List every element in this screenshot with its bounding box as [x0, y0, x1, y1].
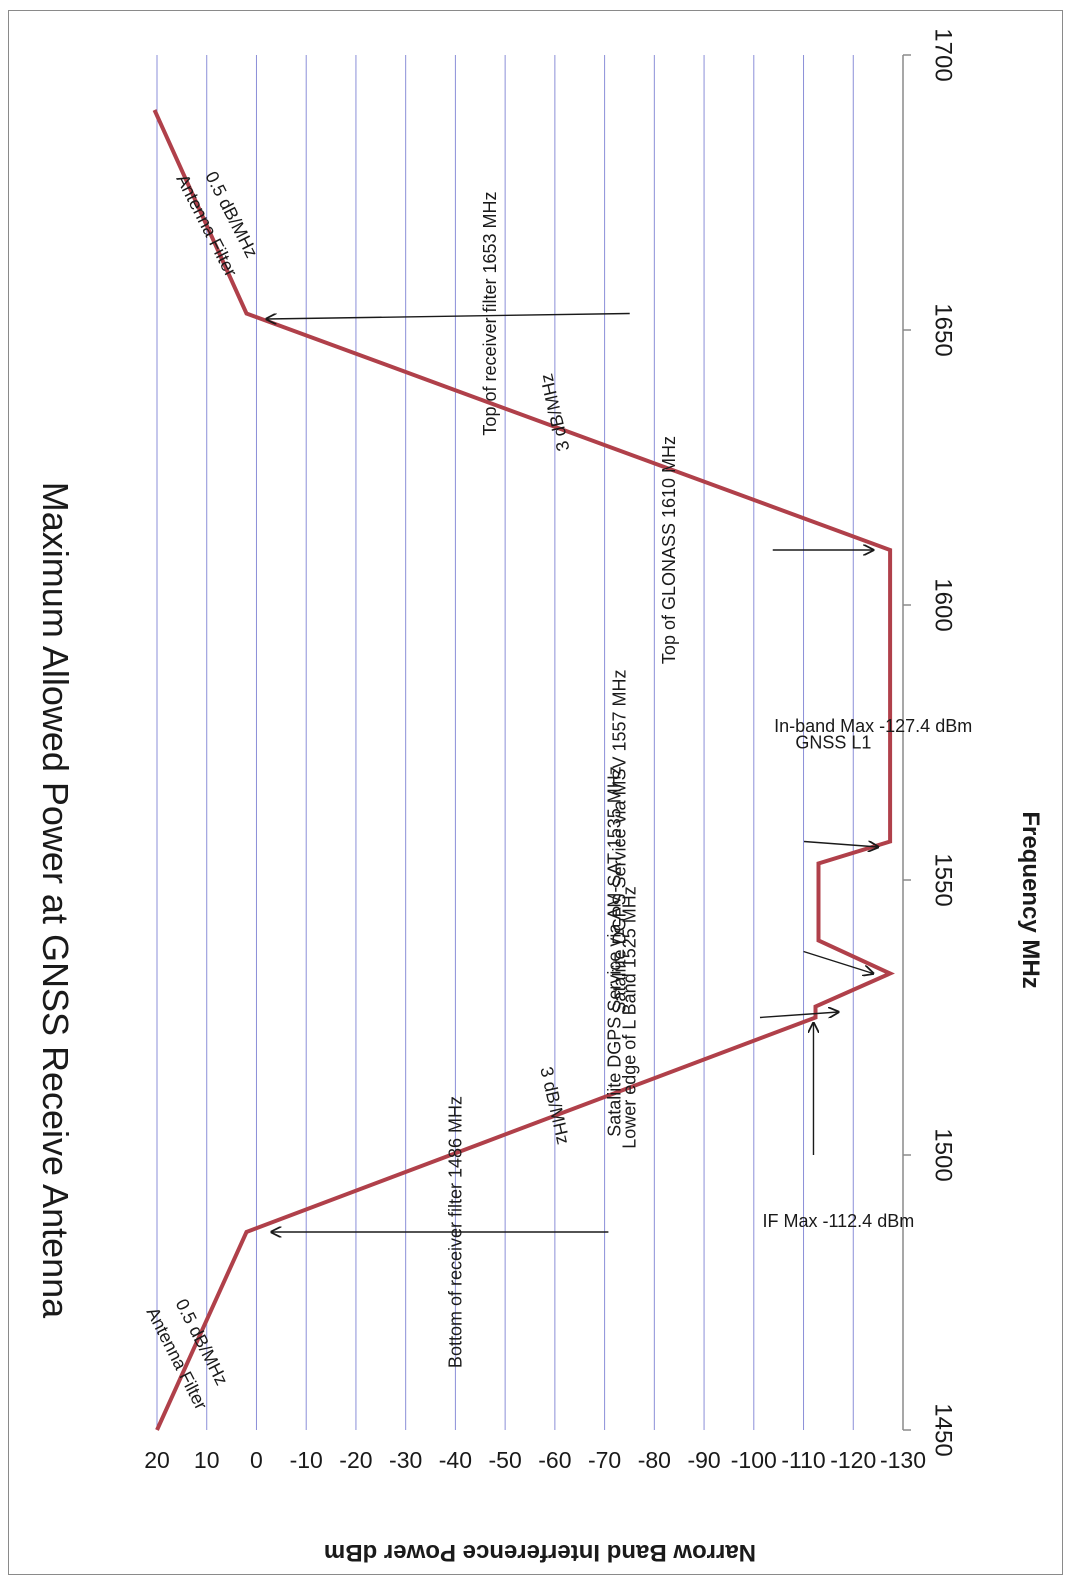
annotation-label: Lower edge of L Band 1525 MHz — [619, 886, 639, 1149]
x-axis — [902, 54, 911, 1431]
y-tick-label: -20 — [339, 1447, 372, 1473]
x-tick-label: 1700 — [930, 28, 957, 81]
annotation-arrow — [803, 842, 878, 848]
y-tick-label: -120 — [830, 1447, 876, 1473]
y-axis-title: Narrow Band Interference Power dBm — [324, 1539, 756, 1566]
y-tick-label: 0 — [250, 1447, 263, 1473]
annotation-label: 3 dB/MHz — [536, 1065, 573, 1147]
y-tick-label: -50 — [489, 1447, 522, 1473]
x-tick-label: 1550 — [930, 853, 957, 906]
series-line — [152, 109, 895, 1431]
y-tick-label: -10 — [290, 1447, 323, 1473]
x-tick-label: 1450 — [930, 1403, 957, 1456]
annotation-label: Top of GLONASS 1610 MHz — [659, 436, 679, 664]
y-tick-label: -60 — [538, 1447, 571, 1473]
chart-frame — [8, 10, 1063, 1575]
y-tick-label: 10 — [194, 1447, 220, 1473]
annotation-label: GNSS L1 — [795, 733, 871, 753]
y-tick-label: -110 — [781, 1447, 825, 1473]
annotation-label: IF Max -112.4 dBm — [762, 1211, 914, 1231]
annotation-label: Sataliite DGPS Service via AM-SAT 1535 M… — [605, 766, 625, 1136]
annotation-label: 3 dB/MHz — [536, 372, 573, 454]
y-tick-label: -40 — [439, 1447, 472, 1473]
annotation-arrow — [803, 950, 874, 974]
x-tick-label: 1500 — [930, 1128, 957, 1181]
chart-title: Maximum Allowed Power at GNSS Receive An… — [35, 482, 76, 1319]
annotation-label: In-band Max -127.4 dBm — [774, 716, 972, 736]
y-tick-label: -90 — [687, 1447, 720, 1473]
interference-power-line — [152, 109, 895, 1431]
annotation-label: Sataliite DGPS Service via MSV 1557 MHz — [610, 669, 630, 1013]
y-tick-labels: 20 10 0 -10 -20 -30 -40 -50 -60 -70 -80 -90 -100 -110… — [144, 1447, 926, 1473]
x-axis-title: Frequency MHz — [1017, 811, 1044, 988]
x-tick-labels: 1450 1500 1550 1600 1650 1700 — [930, 28, 957, 1456]
y-tick-label: -130 — [880, 1447, 926, 1473]
y-tick-label: -30 — [389, 1447, 422, 1473]
x-tick-label: 1650 — [930, 303, 957, 356]
y-tick-label: -80 — [638, 1447, 671, 1473]
x-tick-label: 1600 — [930, 578, 957, 631]
annotation-arrow — [759, 1012, 838, 1018]
annotation-label: Top of receiver filter 1653 MHz — [480, 191, 500, 435]
annotation-arrow — [266, 312, 630, 320]
y-tick-label: 20 — [144, 1447, 170, 1473]
y-tick-label: -100 — [731, 1447, 777, 1473]
y-tick-label: -70 — [588, 1447, 621, 1473]
